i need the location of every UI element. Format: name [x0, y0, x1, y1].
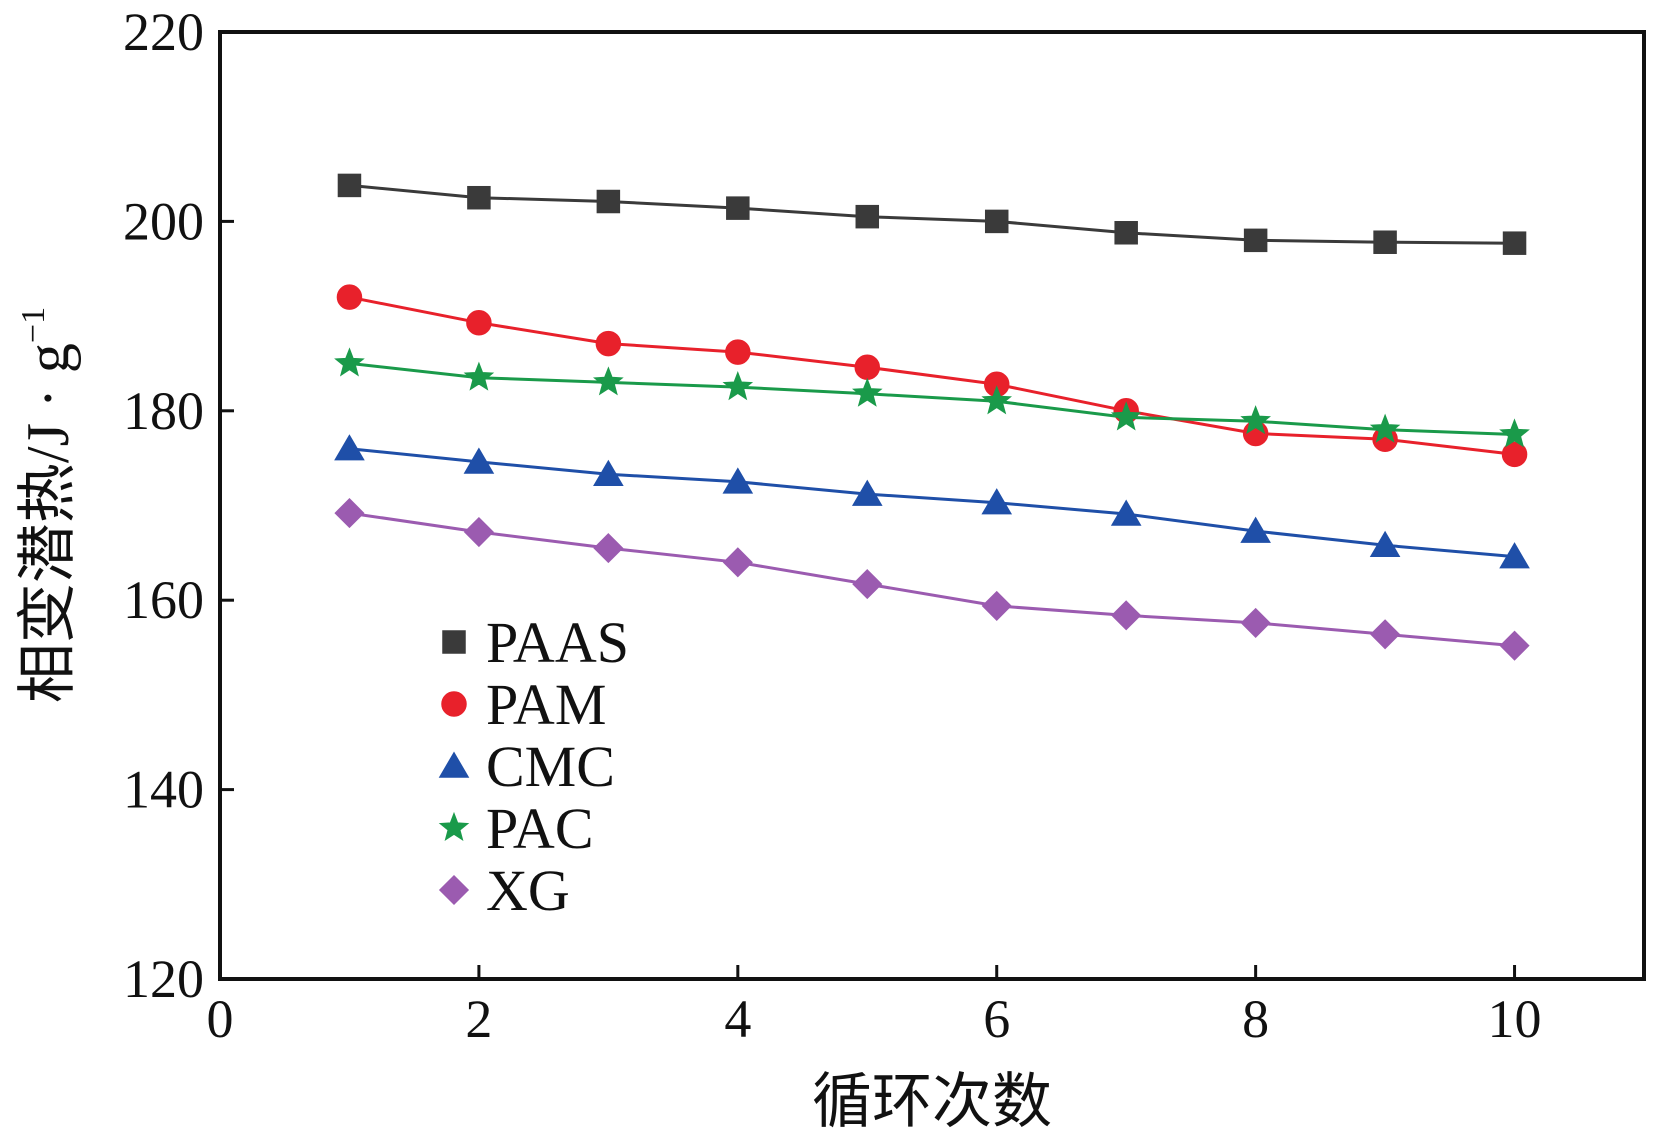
- data-point-cmc: [722, 467, 754, 494]
- data-point-pac: [1369, 413, 1401, 443]
- x-tick-label: 0: [207, 989, 234, 1049]
- x-tick-label: 2: [465, 989, 492, 1049]
- data-point-pac: [981, 385, 1012, 415]
- legend-label-cmc: CMC: [486, 734, 615, 799]
- series-line-pam: [349, 295, 1515, 456]
- data-point-pac: [1240, 405, 1272, 435]
- data-point-pac: [592, 366, 624, 396]
- data-point-paas: [1373, 230, 1397, 254]
- data-point-pam: [595, 330, 622, 357]
- data-point-xg: [852, 569, 883, 600]
- data-point-paas: [467, 185, 491, 210]
- series-pam: [336, 284, 1528, 468]
- x-tick-label: 6: [983, 989, 1010, 1049]
- y-axis-label-main: 相变潜热/J · g: [15, 343, 81, 703]
- data-point-xg: [722, 547, 753, 578]
- data-point-pam: [336, 284, 363, 310]
- series-xg: [334, 498, 1530, 661]
- data-point-xg: [463, 516, 494, 548]
- legend-item-paas: PAAS: [442, 610, 629, 675]
- data-point-cmc: [1240, 516, 1271, 543]
- legend-marker-xg: [438, 874, 470, 906]
- y-tick-label: 200: [123, 191, 204, 251]
- data-point-xg: [981, 590, 1012, 621]
- x-tick-label: 10: [1488, 989, 1542, 1049]
- y-axis-label-superscript: −1: [15, 307, 52, 343]
- data-point-pac: [463, 361, 495, 391]
- data-point-cmc: [463, 447, 495, 474]
- data-point-xg: [1499, 630, 1530, 661]
- data-point-cmc: [1499, 542, 1530, 569]
- data-point-paas: [1114, 221, 1138, 245]
- data-point-cmc: [593, 459, 624, 486]
- data-point-xg: [593, 533, 624, 564]
- series-paas: [337, 173, 1527, 255]
- data-point-cmc: [334, 434, 365, 461]
- y-tick-label: 220: [123, 2, 204, 62]
- series-line-xg: [349, 511, 1515, 648]
- data-point-pam: [1501, 441, 1528, 468]
- legend-item-pac: PAC: [438, 796, 594, 861]
- data-point-pam: [854, 354, 881, 380]
- data-point-pac: [334, 347, 365, 377]
- data-point-xg: [1370, 619, 1401, 650]
- legend-label-paas: PAAS: [486, 610, 629, 675]
- legend-label-xg: XG: [486, 858, 570, 923]
- legend-marker-pac: [438, 811, 470, 841]
- data-point-pac: [1499, 418, 1530, 448]
- y-tick-label: 160: [123, 570, 204, 630]
- legend-label-pam: PAM: [486, 672, 606, 737]
- x-tick-label: 8: [1242, 989, 1269, 1049]
- data-point-paas: [726, 196, 750, 220]
- data-point-paas: [1502, 231, 1527, 255]
- data-point-xg: [334, 498, 365, 529]
- data-point-cmc: [851, 479, 883, 506]
- legend-marker-paas: [442, 630, 466, 654]
- series-cmc: [334, 434, 1530, 569]
- y-tick-label: 140: [123, 760, 204, 820]
- x-axis-label: 循环次数: [812, 1069, 1052, 1135]
- data-point-pac: [852, 377, 883, 407]
- axis-ticks: 0 2 4 6 8 10 120 140 160 180 200 220: [123, 2, 1542, 1049]
- legend-item-pam: PAM: [441, 672, 606, 737]
- data-point-cmc: [1369, 530, 1401, 558]
- data-point-cmc: [1110, 499, 1142, 526]
- data-point-paas: [337, 173, 362, 198]
- data-point-xg: [1240, 607, 1271, 638]
- data-point-pam: [725, 339, 751, 365]
- data-point-paas: [1243, 228, 1268, 253]
- legend-label-pac: PAC: [486, 796, 594, 861]
- data-point-pam: [466, 309, 492, 336]
- legend-item-xg: XG: [438, 858, 570, 923]
- data-point-paas: [855, 204, 880, 229]
- data-point-pac: [722, 370, 754, 401]
- data-point-xg: [1111, 600, 1142, 631]
- series-line-pac: [349, 361, 1515, 436]
- legend-marker-cmc: [438, 751, 470, 778]
- data-point-cmc: [981, 488, 1013, 515]
- y-axis-label: 相变潜热/J · g−1: [15, 307, 81, 703]
- x-tick-label: 4: [724, 989, 751, 1049]
- series-line-cmc: [349, 447, 1515, 559]
- series-layer: [334, 173, 1530, 661]
- legend-marker-pam: [441, 691, 467, 717]
- y-tick-label: 120: [123, 949, 204, 1009]
- plot-frame: [218, 30, 1646, 981]
- data-point-paas: [596, 189, 621, 214]
- data-point-paas: [984, 209, 1009, 234]
- series-pac: [334, 347, 1530, 448]
- legend-item-cmc: CMC: [438, 734, 615, 799]
- data-point-pac: [1110, 401, 1142, 431]
- y-tick-label: 180: [123, 381, 204, 441]
- series-line-paas: [349, 183, 1515, 245]
